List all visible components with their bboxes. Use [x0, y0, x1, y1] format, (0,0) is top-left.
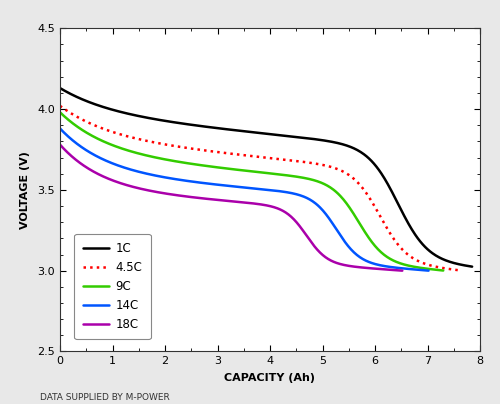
4.5C — [295, 159, 301, 164]
1C — [302, 136, 308, 141]
9C — [242, 168, 248, 173]
14C — [234, 184, 240, 189]
18C — [220, 198, 226, 203]
18C — [391, 267, 397, 272]
9C — [431, 267, 437, 272]
Y-axis label: VOLTAGE (V): VOLTAGE (V) — [20, 151, 30, 229]
Line: 9C: 9C — [60, 112, 444, 271]
4.5C — [57, 103, 63, 108]
18C — [338, 262, 344, 267]
4.5C — [457, 268, 463, 273]
1C — [459, 263, 465, 267]
Line: 4.5C: 4.5C — [60, 106, 460, 270]
14C — [359, 256, 365, 261]
14C — [426, 268, 432, 273]
9C — [264, 170, 270, 175]
Text: DATA SUPPLIED BY M-POWER: DATA SUPPLIED BY M-POWER — [40, 393, 170, 402]
9C — [57, 110, 63, 115]
1C — [469, 264, 475, 269]
14C — [276, 189, 282, 194]
Line: 14C: 14C — [60, 128, 428, 271]
14C — [256, 187, 262, 191]
X-axis label: CAPACITY (Ah): CAPACITY (Ah) — [224, 373, 316, 383]
1C — [395, 201, 401, 206]
9C — [239, 168, 245, 173]
1C — [252, 130, 258, 135]
Line: 1C: 1C — [60, 88, 472, 267]
18C — [57, 142, 63, 147]
1C — [57, 86, 63, 90]
Line: 18C: 18C — [60, 145, 402, 271]
4.5C — [448, 267, 454, 271]
Legend: 1C, 4.5C, 9C, 14C, 18C: 1C, 4.5C, 9C, 14C, 18C — [74, 234, 151, 339]
9C — [285, 173, 291, 178]
14C — [416, 267, 422, 272]
14C — [232, 184, 238, 189]
4.5C — [250, 154, 256, 158]
18C — [242, 200, 248, 205]
1C — [255, 130, 261, 135]
18C — [222, 198, 228, 203]
9C — [440, 268, 446, 273]
4.5C — [274, 156, 280, 161]
1C — [280, 133, 286, 138]
9C — [371, 242, 377, 247]
4.5C — [385, 227, 391, 232]
18C — [400, 268, 406, 273]
18C — [260, 202, 266, 207]
4.5C — [247, 154, 253, 158]
14C — [57, 126, 63, 131]
